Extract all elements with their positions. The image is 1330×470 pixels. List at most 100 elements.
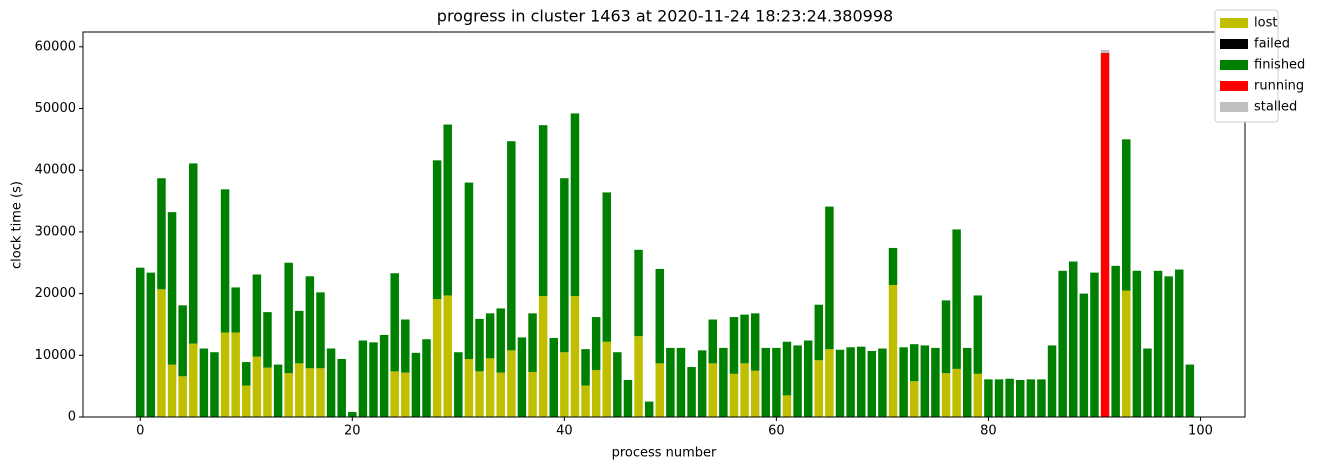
bar-segment	[263, 367, 272, 417]
bar-segment	[952, 229, 961, 369]
legend-swatch	[1220, 18, 1248, 28]
legend-swatch	[1220, 81, 1248, 91]
bar-segment	[390, 371, 399, 417]
bar-segment	[920, 345, 930, 417]
bar-segment	[1122, 290, 1131, 417]
bar-segment	[189, 343, 198, 417]
x-tick-label: 100	[1188, 424, 1213, 439]
legend-label: stalled	[1254, 100, 1297, 115]
bar-segment	[178, 376, 187, 417]
bar-segment	[941, 300, 951, 374]
bar-segment	[1153, 270, 1163, 417]
bar-segment	[475, 371, 484, 417]
bar-segment	[782, 341, 792, 396]
bar-segment	[1100, 49, 1110, 53]
x-tick-label: 80	[980, 424, 997, 439]
bar-segment	[146, 272, 156, 417]
bar-segment	[994, 379, 1004, 417]
bar-segment	[316, 292, 325, 369]
bar-segment	[803, 340, 813, 417]
bar-segment	[931, 347, 940, 417]
bar-segment	[422, 339, 431, 417]
bar-segment	[1069, 261, 1078, 417]
bar-segment	[634, 249, 643, 337]
plot-frame	[82, 31, 1246, 418]
bar-segment	[189, 163, 198, 344]
bar-segment	[432, 160, 442, 300]
bar-segment	[591, 370, 601, 417]
bar-segment	[401, 372, 410, 417]
bar-segment	[560, 352, 569, 417]
bar-segment	[464, 359, 474, 417]
bar-segment	[655, 363, 664, 417]
bar-segment	[167, 364, 177, 417]
bar-segment	[899, 347, 908, 417]
bar-segment	[1132, 270, 1142, 417]
bar-segment	[432, 299, 442, 417]
bar-segment	[454, 352, 463, 417]
bar-segment	[284, 373, 293, 417]
legend-label: finished	[1254, 58, 1305, 73]
bar-segment	[316, 368, 325, 417]
bar-segment	[560, 178, 569, 353]
bar-segment	[613, 352, 622, 417]
bar-segment	[538, 296, 548, 417]
bar-segment	[793, 345, 802, 417]
bar-segment	[305, 368, 315, 417]
bar-segment	[570, 296, 580, 417]
bar-segment	[719, 347, 728, 417]
bar-segment	[178, 305, 187, 377]
bar-segment	[856, 346, 866, 417]
bar-segment	[666, 347, 675, 417]
bar-segment	[284, 262, 293, 374]
bar-segment	[750, 313, 760, 371]
bar-segment	[231, 287, 240, 333]
bar-segment	[507, 141, 516, 351]
bar-segment	[1058, 270, 1067, 417]
bar-segment	[538, 125, 548, 297]
bar-segment	[496, 308, 505, 373]
bar-segment	[1164, 276, 1173, 417]
bar-segment	[570, 113, 580, 297]
bar-segment	[496, 372, 505, 417]
bar-segment	[464, 182, 474, 360]
bar-segment	[1175, 269, 1184, 417]
bar-segment	[962, 347, 972, 417]
bar-segment	[220, 332, 230, 417]
legend-label: lost	[1254, 16, 1277, 31]
bar-segment	[623, 379, 633, 417]
bar-segment	[390, 273, 399, 372]
bar-segment	[220, 189, 230, 333]
bar-segment	[1005, 378, 1014, 417]
bar-segment	[295, 310, 304, 364]
y-axis-label: clock time (s)	[10, 181, 25, 269]
bar-segment	[358, 340, 368, 417]
bar-segment	[729, 317, 739, 374]
bar-segment	[136, 267, 145, 417]
x-tick-label: 0	[136, 424, 144, 439]
bar-segment	[157, 289, 166, 417]
y-tick-label: 30000	[35, 224, 76, 239]
y-tick-label: 10000	[35, 348, 76, 363]
bar-segment	[697, 350, 707, 417]
y-tick-label: 50000	[35, 101, 76, 116]
bar-segment	[581, 385, 590, 417]
bar-segment	[602, 192, 611, 342]
bar-segment	[549, 338, 558, 417]
bar-segment	[687, 367, 696, 417]
bar-segment	[655, 268, 664, 364]
bar-segment	[888, 247, 898, 285]
bar-segment	[814, 304, 824, 361]
bar-segment	[909, 344, 919, 382]
bar-segment	[242, 362, 251, 386]
bar-segment	[475, 318, 484, 372]
bar-segment	[878, 348, 887, 417]
bar-segment	[973, 295, 983, 374]
bar-segment	[973, 373, 983, 417]
bar-segment	[379, 334, 389, 417]
bar-segment	[252, 274, 262, 357]
bar-segment	[1143, 348, 1152, 417]
bar-segment	[295, 363, 304, 417]
bar-segment	[740, 314, 749, 364]
